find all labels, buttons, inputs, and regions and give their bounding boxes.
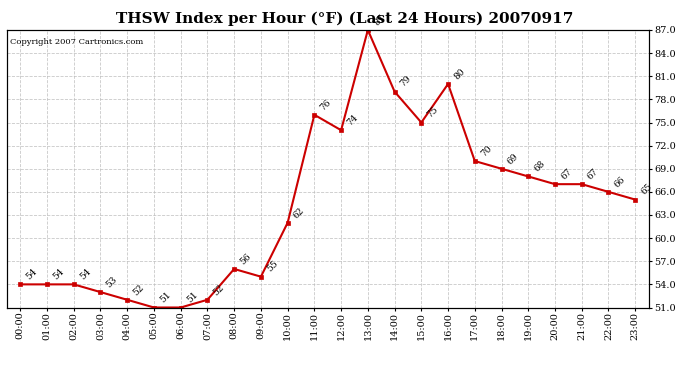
Text: 54: 54: [51, 267, 66, 282]
Text: 65: 65: [640, 182, 654, 197]
Text: 53: 53: [105, 275, 119, 289]
Text: 79: 79: [399, 74, 413, 89]
Text: 74: 74: [345, 113, 359, 128]
Text: 54: 54: [24, 267, 39, 282]
Text: 76: 76: [319, 98, 333, 112]
Text: 68: 68: [533, 159, 547, 174]
Text: 56: 56: [238, 252, 253, 266]
Text: 87: 87: [372, 13, 386, 27]
Text: 80: 80: [452, 67, 466, 81]
Text: 52: 52: [212, 282, 226, 297]
Text: 69: 69: [506, 152, 520, 166]
Text: Copyright 2007 Cartronics.com: Copyright 2007 Cartronics.com: [10, 38, 144, 46]
Text: 75: 75: [426, 105, 440, 120]
Text: 51: 51: [185, 290, 199, 305]
Text: 67: 67: [559, 167, 573, 182]
Text: 62: 62: [292, 206, 306, 220]
Text: THSW Index per Hour (°F) (Last 24 Hours) 20070917: THSW Index per Hour (°F) (Last 24 Hours)…: [117, 11, 573, 26]
Text: 54: 54: [78, 267, 92, 282]
Text: 55: 55: [265, 259, 279, 274]
Text: 67: 67: [586, 167, 600, 182]
Text: 51: 51: [158, 290, 172, 305]
Text: 66: 66: [613, 175, 627, 189]
Text: 52: 52: [131, 282, 146, 297]
Text: 70: 70: [479, 144, 493, 158]
